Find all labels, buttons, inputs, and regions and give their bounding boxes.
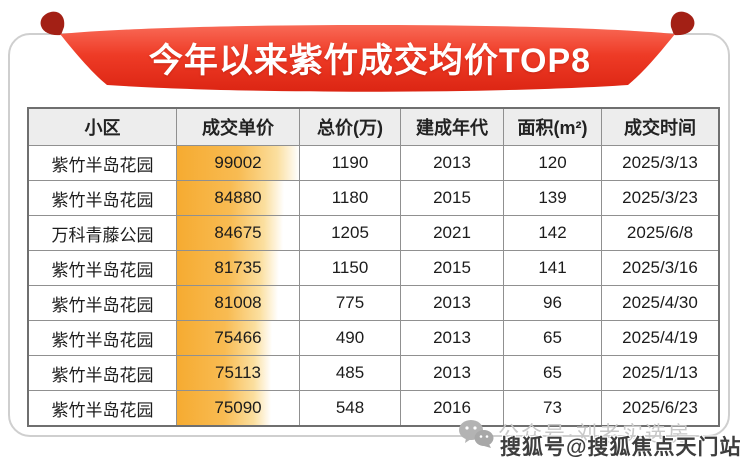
table-row: 紫竹半岛花园 75466 490 2013 65 2025/4/19 [28,320,719,356]
cell-total-price: 548 [299,390,401,426]
cell-unit-price: 75090 [176,390,300,426]
cell-deal-date: 2025/3/16 [601,250,719,286]
table-row: 紫竹半岛花园 81008 775 2013 96 2025/4/30 [28,285,719,321]
cell-community: 紫竹半岛花园 [28,320,177,356]
cell-year-built: 2016 [400,390,504,426]
cell-area: 65 [503,320,602,356]
cell-area: 73 [503,390,602,426]
price-data-bar [177,356,271,390]
cell-year-built: 2015 [400,180,504,216]
wechat-watermark: 公众号·刘老实选房 [498,423,691,446]
ribbon-banner [35,5,700,97]
column-header: 成交单价 [176,108,300,146]
cell-total-price: 485 [299,355,401,391]
cell-community: 紫竹半岛花园 [28,145,177,181]
cell-community: 紫竹半岛花园 [28,285,177,321]
price-data-bar [177,321,273,355]
cell-area: 120 [503,145,602,181]
column-header: 总价(万) [299,108,401,146]
table-row: 紫竹半岛花园 84880 1180 2015 139 2025/3/23 [28,180,719,216]
cell-deal-date: 2025/3/13 [601,145,719,181]
cell-deal-date: 2025/4/30 [601,285,719,321]
cell-year-built: 2013 [400,320,504,356]
table-row: 紫竹半岛花园 75113 485 2013 65 2025/1/13 [28,355,719,391]
cell-community: 紫竹半岛花园 [28,250,177,286]
cell-deal-date: 2025/6/23 [601,390,719,426]
cell-total-price: 1180 [299,180,401,216]
column-header: 面积(m²) [503,108,602,146]
table-row: 紫竹半岛花园 99002 1190 2013 120 2025/3/13 [28,145,719,181]
cell-year-built: 2021 [400,215,504,251]
cell-deal-date: 2025/1/13 [601,355,719,391]
table-row: 万科青藤公园 84675 1205 2021 142 2025/6/8 [28,215,719,251]
cell-unit-price: 81008 [176,285,300,321]
cell-community: 紫竹半岛花园 [28,180,177,216]
cell-unit-price: 84675 [176,215,300,251]
sohu-watermark: 搜狐号@搜狐焦点天门站 [500,436,740,459]
cell-year-built: 2013 [400,355,504,391]
price-data-bar [177,251,280,285]
price-data-bar [177,146,299,180]
cell-community: 万科青藤公园 [28,215,177,251]
cell-area: 141 [503,250,602,286]
cell-total-price: 775 [299,285,401,321]
table-body: 紫竹半岛花园 99002 1190 2013 120 2025/3/13 紫竹半… [28,145,719,426]
wechat-icon [459,420,494,448]
cell-area: 65 [503,355,602,391]
cell-unit-price: 84880 [176,180,300,216]
column-header: 建成年代 [400,108,504,146]
cell-total-price: 1150 [299,250,401,286]
cell-unit-price: 99002 [176,145,300,181]
cell-area: 96 [503,285,602,321]
table-row: 紫竹半岛花园 75090 548 2016 73 2025/6/23 [28,390,719,426]
cell-year-built: 2013 [400,285,504,321]
cell-community: 紫竹半岛花园 [28,390,177,426]
header-row: 小区 成交单价 总价(万) 建成年代 面积(m²) 成交时间 [28,108,719,146]
cell-total-price: 490 [299,320,401,356]
price-data-bar [177,286,279,320]
page-title: 今年以来紫竹成交均价TOP8 [148,42,592,80]
price-table: 小区 成交单价 总价(万) 建成年代 面积(m²) 成交时间 紫竹半岛花园 99002 1… [27,107,720,427]
column-header: 成交时间 [601,108,719,146]
cell-deal-date: 2025/6/8 [601,215,719,251]
cell-year-built: 2015 [400,250,504,286]
table-row: 紫竹半岛花园 81735 1150 2015 141 2025/3/16 [28,250,719,286]
cell-community: 紫竹半岛花园 [28,355,177,391]
cell-year-built: 2013 [400,145,504,181]
cell-total-price: 1190 [299,145,401,181]
cell-deal-date: 2025/4/19 [601,320,719,356]
cell-unit-price: 81735 [176,250,300,286]
ribbon-icon [40,11,695,92]
column-header: 小区 [28,108,177,146]
cell-area: 142 [503,215,602,251]
cell-unit-price: 75113 [176,355,300,391]
cell-area: 139 [503,180,602,216]
price-data-bar [177,391,271,425]
cell-total-price: 1205 [299,215,401,251]
cell-deal-date: 2025/3/23 [601,180,719,216]
cell-unit-price: 75466 [176,320,300,356]
table-header: 小区 成交单价 总价(万) 建成年代 面积(m²) 成交时间 [28,108,719,146]
price-data-bar [177,216,284,250]
price-data-bar [177,181,285,215]
